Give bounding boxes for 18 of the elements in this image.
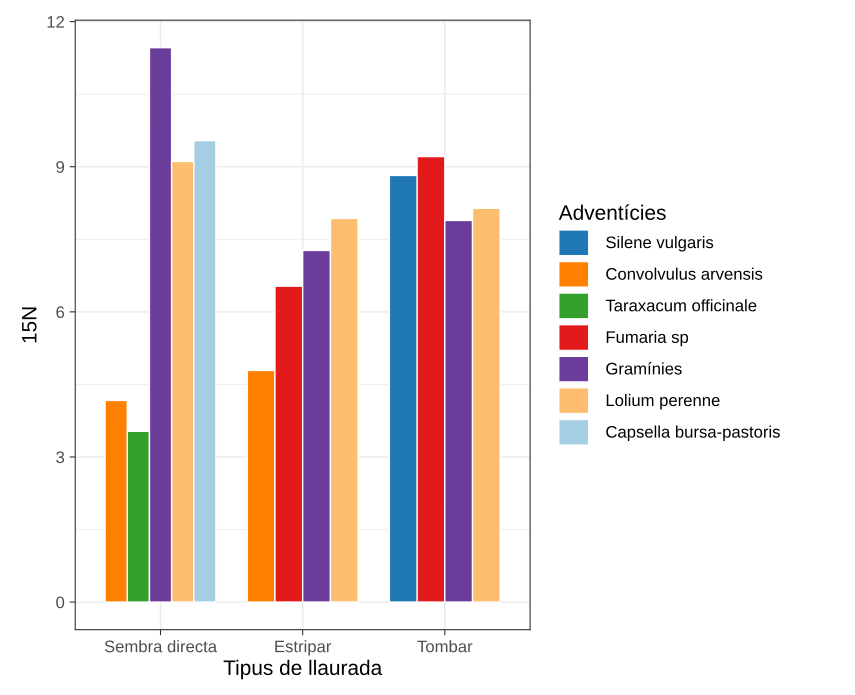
x-tick-label: Estripar: [275, 640, 332, 656]
legend-label: Lolium perenne: [606, 394, 720, 410]
y-tick-label: 3: [56, 451, 64, 464]
legend-label: Gramínies: [606, 362, 682, 375]
y-tick-label: 0: [56, 596, 64, 608]
x-axis-title: Tipus de llaurada: [224, 660, 382, 680]
legend-label: Fumaria sp: [606, 330, 688, 346]
legend-title: Adventícies: [558, 204, 666, 220]
legend-label: Taraxacum officinale: [606, 299, 756, 312]
y-axis-title: 15N: [22, 308, 37, 342]
legend-label: Silene vulgaris: [606, 236, 714, 252]
x-tick-label: Tombar: [417, 640, 472, 652]
y-tick-label: 6: [56, 306, 64, 318]
y-tick-label: 9: [56, 161, 64, 173]
legend-label: Capsella bursa-pastoris: [606, 426, 780, 442]
x-tick-label: Sembra directa: [104, 640, 218, 652]
legend-label: Convolvulus arvensis: [606, 268, 762, 280]
y-tick-label: 12: [48, 16, 64, 28]
